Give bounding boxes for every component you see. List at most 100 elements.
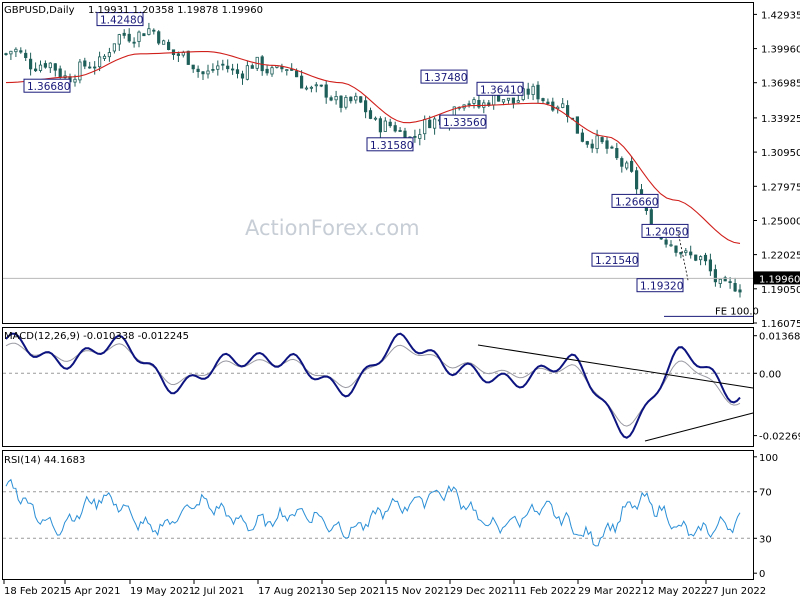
candle-body — [506, 97, 511, 101]
price-y-tick-label: 1.16075 — [761, 319, 800, 330]
candle-body — [664, 239, 668, 245]
candle-body — [546, 101, 550, 104]
x-tick-label: 12 May 2022 — [642, 586, 707, 597]
candle-body — [181, 52, 185, 56]
candle-body — [28, 58, 33, 70]
candle-body — [152, 29, 156, 32]
candle-body — [48, 62, 52, 69]
level-label-box — [591, 252, 639, 267]
level-label-box — [641, 223, 689, 238]
candle-body — [703, 254, 708, 262]
macd-y-tick-label: 0.013686 — [759, 332, 800, 343]
level-label-box — [420, 69, 468, 84]
candle-body — [102, 55, 107, 59]
candle-body — [566, 105, 570, 117]
candle-body — [299, 75, 304, 89]
candle-body — [694, 254, 698, 261]
candle-body — [398, 130, 402, 132]
candle-body — [363, 100, 368, 113]
candle-body — [738, 289, 742, 293]
candle-body — [329, 97, 333, 101]
candle-body — [201, 71, 205, 75]
candle-body — [393, 125, 397, 132]
x-tick-label: 29 Mar 2022 — [578, 586, 641, 597]
candle-body — [388, 121, 392, 127]
candle-body — [132, 41, 136, 44]
axis-layer: 1.42935 1.39960 1.36985 1.33925 1.30950 1.279… — [3, 10, 800, 597]
candle-body — [561, 103, 565, 108]
macd-layer — [3, 332, 754, 442]
candle-body — [723, 277, 727, 282]
level-label-box — [476, 81, 524, 96]
candle-body — [24, 52, 28, 58]
candle-body — [226, 65, 230, 70]
candle-body — [127, 33, 131, 42]
candle-body — [334, 96, 338, 101]
level-label: 1.37480 — [424, 72, 467, 84]
candle-body — [708, 259, 713, 272]
candle-body — [585, 141, 589, 145]
candle-body — [285, 69, 289, 71]
candle-body — [516, 100, 520, 103]
x-tick-label: 2 Jul 2021 — [194, 586, 244, 597]
x-tick-label: 18 Feb 2021 — [4, 586, 66, 597]
candle-body — [472, 99, 476, 104]
level-label-box — [636, 278, 684, 293]
candle-body — [9, 50, 13, 55]
candle-body — [605, 140, 609, 149]
rsi-y-tick-label: 30 — [759, 534, 772, 545]
price-header-symbol: GBPUSD,Daily — [4, 5, 75, 16]
level-label-box — [366, 137, 414, 152]
price-y-tick-label: 1.36985 — [761, 79, 800, 90]
candle-body — [107, 52, 111, 58]
moving-average-line — [5, 51, 741, 244]
candle-body — [294, 70, 299, 78]
candle-body — [142, 33, 146, 37]
price-header-ohlc: 1.19931 1.20358 1.19878 1.19960 — [88, 5, 263, 16]
level-label: 1.36410 — [480, 84, 523, 96]
candle-body — [467, 103, 471, 106]
candle-body — [117, 34, 121, 45]
x-tick-label: 30 Sep 2021 — [322, 586, 385, 597]
level-label-box — [96, 12, 144, 27]
candle-body — [718, 278, 722, 284]
candle-body — [211, 69, 215, 71]
candle-body — [615, 147, 619, 159]
candle-body — [309, 86, 314, 89]
candle-body — [699, 256, 703, 261]
candle-body — [432, 118, 437, 129]
candle-body — [314, 84, 318, 87]
candle-body — [413, 135, 417, 138]
candle-body — [590, 143, 594, 149]
candle-body — [526, 88, 530, 95]
candle-body — [122, 32, 126, 36]
candle-body — [38, 64, 43, 71]
candle-body — [713, 269, 718, 283]
candle-body — [4, 53, 8, 55]
level-label-box — [439, 114, 487, 129]
macd-y-tick-label: -0.022698 — [759, 432, 800, 443]
candle-body — [630, 160, 634, 172]
level-label: 1.33560 — [443, 117, 486, 129]
candle-body — [235, 69, 240, 74]
candle-body — [625, 162, 629, 169]
candle-body — [339, 95, 343, 108]
macd-header: MACD(12,26,9) -0.010338 -0.012245 — [4, 331, 189, 342]
macd-lower-trendline — [644, 412, 754, 442]
x-tick-label: 17 Aug 2021 — [258, 586, 322, 597]
current-price-badge — [754, 271, 800, 285]
candle-body — [733, 282, 737, 292]
macd-signal-line — [5, 342, 741, 427]
candle-body — [161, 40, 166, 45]
level-label: 1.26660 — [615, 196, 658, 208]
rsi-line — [5, 478, 741, 547]
level-label: 1.19320 — [640, 281, 683, 293]
current-price-label: 1.19960 — [759, 274, 800, 285]
candle-body — [43, 63, 48, 68]
price-layer: FE 100.0 1.42480 1.36680 1.37480 1.36410 1.33… — [3, 12, 759, 317]
x-tick-label: 5 Apr 2021 — [65, 586, 120, 597]
candle-body — [531, 85, 535, 96]
x-tick-label: 15 Nov 2021 — [386, 586, 450, 597]
